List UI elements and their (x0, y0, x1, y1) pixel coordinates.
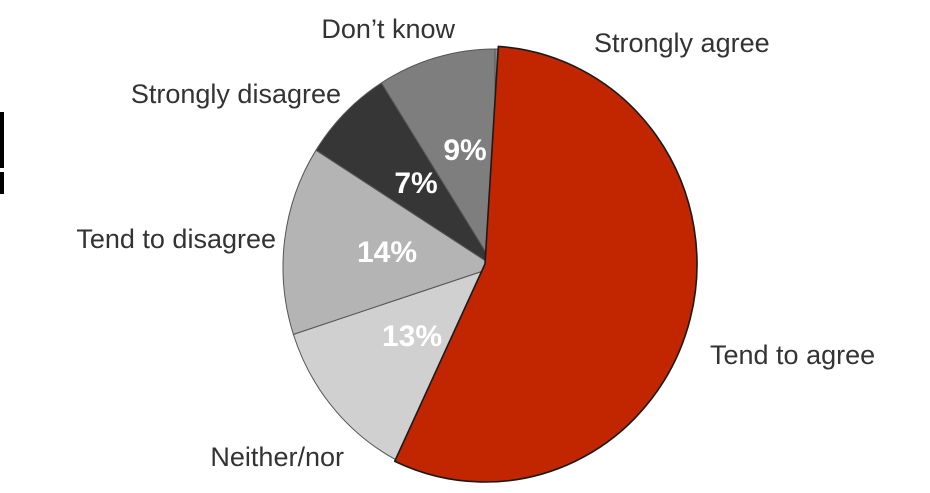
category-label-tend-to-agree: Tend to agree (710, 340, 875, 370)
value-label-dont-know: 9% (443, 134, 486, 167)
category-label-dont-know: Don’t know (321, 14, 455, 44)
pie-category-labels: Strongly agree Tend to agree Neither/nor Te… (76, 14, 875, 472)
pie-value-labels: 13% 14% 7%9% (357, 134, 487, 353)
value-label-neither-nor: 13% (382, 320, 442, 353)
category-label-strongly-agree: Strongly agree (594, 28, 770, 58)
category-label-neither-nor: Neither/nor (210, 442, 344, 472)
category-label-tend-to-disagree: Tend to disagree (76, 224, 276, 254)
pie-slice-tend-to-disagree (282, 149, 496, 335)
pie-slices (282, 45, 698, 483)
value-label-strongly-disagree: 7% (394, 167, 437, 200)
edge-mark-top (0, 112, 4, 168)
pie-slice-tend-to-agree (393, 45, 698, 483)
category-label-strongly-disagree: Strongly disagree (131, 79, 341, 109)
pie-slice-dont-know (380, 48, 496, 268)
value-label-tend-to-disagree: 14% (357, 236, 417, 269)
edge-mark-bottom (0, 172, 4, 194)
pie-slice-neither-nor (292, 266, 496, 465)
